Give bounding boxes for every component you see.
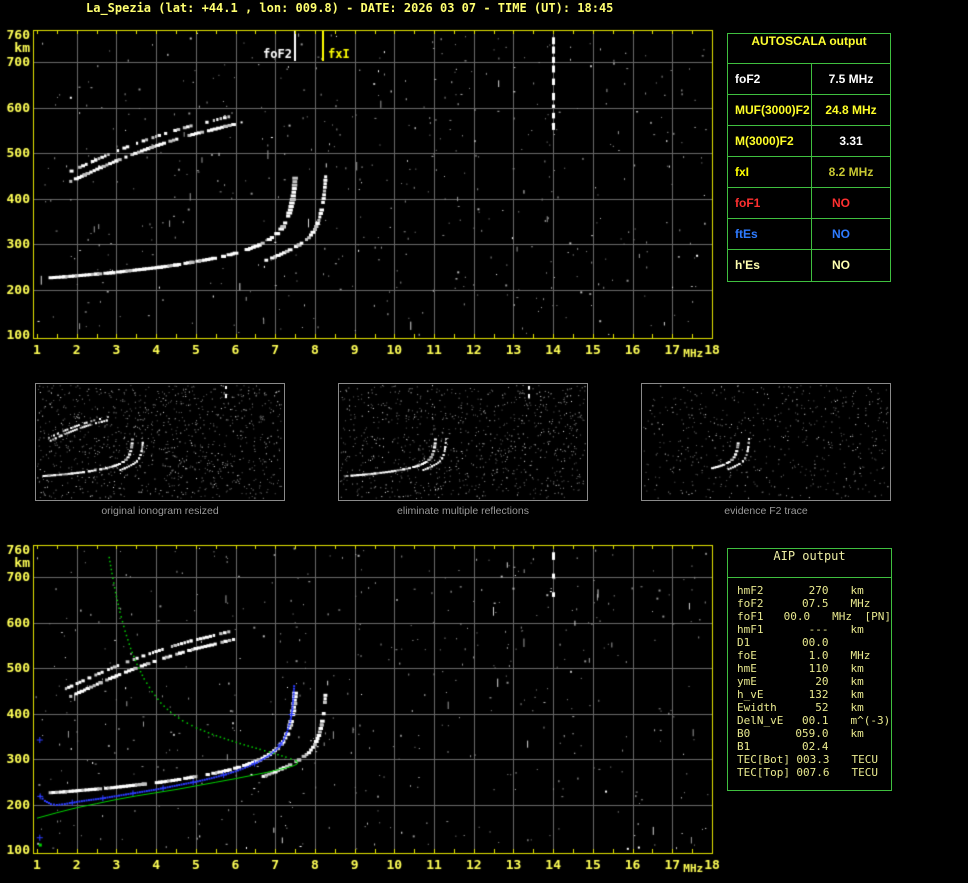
aip-value: 02.4 [802, 740, 829, 753]
aip-row-ewidth: Ewidth 52 km [737, 701, 891, 714]
aip-name: Ewidth [737, 701, 777, 714]
autoscala-row-ftes: ftEs NO [728, 219, 890, 250]
aip-table-header: AIP output [728, 549, 891, 578]
autoscala-param-label: MUF(3000)F2 [728, 95, 812, 125]
aip-name: hmF2 [737, 584, 764, 597]
thumbnail-caption-evidence: evidence F2 trace [724, 505, 808, 517]
thumbnail-multiple-reflections-removed [338, 383, 588, 501]
station-title: La_Spezia (lat: +44.1 , lon: 009.8) - DA… [86, 1, 614, 15]
aip-name: foF2 [737, 597, 764, 610]
autoscala-param-value: NO [832, 196, 850, 210]
aip-row-tecbot: TEC[Bot] 003.3 TECU [737, 753, 891, 766]
aip-name: hmF1 [737, 623, 764, 636]
aip-name: hmE [737, 662, 757, 675]
aip-row-b1: B1 02.4 [737, 740, 891, 753]
aip-row-b0: B0 059.0 km [737, 727, 891, 740]
autoscala-param-label: fxI [728, 157, 812, 187]
aip-unit: MHz [850, 649, 871, 662]
aip-value: 00.0 [802, 636, 829, 649]
autoscala-param-label: foF1 [728, 188, 812, 218]
thumbnail-caption-eliminate: eliminate multiple reflections [397, 505, 529, 517]
aip-value: 00.0 [783, 610, 811, 623]
aip-row-yme: ymE 20 km [737, 675, 891, 688]
aip-value: 52 [815, 701, 829, 714]
aip-unit: km [850, 701, 864, 714]
aip-name: D1 [737, 636, 751, 649]
aip-name: B0 [737, 727, 751, 740]
aip-value: 003.3 [796, 753, 830, 766]
autoscala-param-value: 24.8 MHz [825, 103, 877, 117]
aip-row-hme: hmE 110 km [737, 662, 891, 675]
autoscala-row-fof1: foF1 NO [728, 188, 890, 219]
aip-unit: km [850, 584, 864, 597]
autoscala-param-value: 3.31 [839, 134, 863, 148]
aip-unit: km [850, 623, 864, 636]
aip-row-foe: foE 1.0 MHz [737, 649, 891, 662]
aip-row-hmf1: hmF1 --- km [737, 623, 891, 636]
aip-unit: m^(-3) [850, 714, 891, 727]
aip-name: h_vE [737, 688, 764, 701]
aip-unit: km [850, 727, 864, 740]
thumbnail-caption-original: original ionogram resized [101, 505, 219, 517]
aip-name: TEC[Bot] [737, 753, 790, 766]
autoscala-output-table: AUTOSCALA output foF2 7.5 MHz MUF(3000)F2 2… [727, 33, 891, 282]
aip-row-delnve: DelN_vE 00.1 m^(-3) [737, 714, 891, 727]
autoscala-param-value: NO [832, 258, 850, 272]
bottom-ionogram-canvas [0, 538, 725, 883]
autoscala-param-label: foF2 [728, 64, 812, 94]
autoscala-param-label: ftEs [728, 219, 812, 249]
autoscala-row-fxi: fxI 8.2 MHz [728, 157, 890, 188]
aip-value: 00.1 [802, 714, 829, 727]
aip-unit: km [850, 688, 864, 701]
aip-unit: MHz [850, 597, 871, 610]
aip-unit [851, 636, 891, 649]
autoscala-param-value: 7.5 MHz [828, 72, 874, 86]
aip-unit: TECU [851, 766, 878, 779]
autoscala-row-muf3000f2: MUF(3000)F2 24.8 MHz [728, 95, 890, 126]
aip-value: 07.5 [802, 597, 829, 610]
aip-unit: km [850, 662, 864, 675]
autoscala-param-value: 8.2 MHz [828, 165, 874, 179]
aip-row-hve: h_vE 132 km [737, 688, 891, 701]
aip-name: TEC[Top] [737, 766, 790, 779]
thumbnail-original-ionogram [35, 383, 285, 501]
aip-name: ymE [737, 675, 757, 688]
aip-value: --- [808, 623, 829, 636]
autoscala-param-label: h'Es [728, 250, 812, 281]
aip-name: foE [737, 649, 757, 662]
autoscala-row-hes: h'Es NO [728, 250, 890, 281]
aip-row-d1: D1 00.0 [737, 636, 891, 649]
autoscala-param-label: M(3000)F2 [728, 126, 812, 156]
aip-name: B1 [737, 740, 751, 753]
aip-value: 270 [808, 584, 829, 597]
autoscala-param-value: NO [832, 227, 850, 241]
aip-unit: km [850, 675, 864, 688]
aip-row-hmf2: hmF2 270 km [737, 584, 891, 597]
thumbnail-f2-trace-evidence [641, 383, 891, 501]
aip-value: 132 [808, 688, 829, 701]
aip-output-table: AIP output hmF2 270 km foF2 07.5 MHz foF1 00.0 M… [727, 548, 892, 791]
top-ionogram-canvas [0, 22, 725, 367]
aip-unit [851, 740, 891, 753]
aip-value: 110 [808, 662, 829, 675]
autoscala-row-m3000f2: M(3000)F2 3.31 [728, 126, 890, 157]
aip-name: DelN_vE [737, 714, 784, 727]
aip-name: foF1 [737, 610, 764, 623]
aip-value: 007.6 [796, 766, 830, 779]
aip-row-fof1: foF1 00.0 MHz [PN] [737, 610, 891, 623]
autoscala-table-header: AUTOSCALA output [728, 34, 890, 64]
aip-note: [PN] [864, 610, 892, 623]
aip-value: 059.0 [795, 727, 829, 740]
aip-value: 1.0 [808, 649, 829, 662]
aip-table-rows: hmF2 270 km foF2 07.5 MHz foF1 00.0 MHz [PN] hmF1-… [728, 578, 891, 779]
autoscala-table-rows: foF2 7.5 MHz MUF(3000)F2 24.8 MHz M(3000)F2 3… [728, 64, 890, 281]
aip-value: 20 [815, 675, 829, 688]
aip-unit: MHz [832, 610, 853, 623]
aip-row-fof2: foF2 07.5 MHz [737, 597, 891, 610]
autoscala-row-fof2: foF2 7.5 MHz [728, 64, 890, 95]
aip-unit: TECU [851, 753, 878, 766]
aip-row-tectop: TEC[Top] 007.6 TECU [737, 766, 891, 779]
